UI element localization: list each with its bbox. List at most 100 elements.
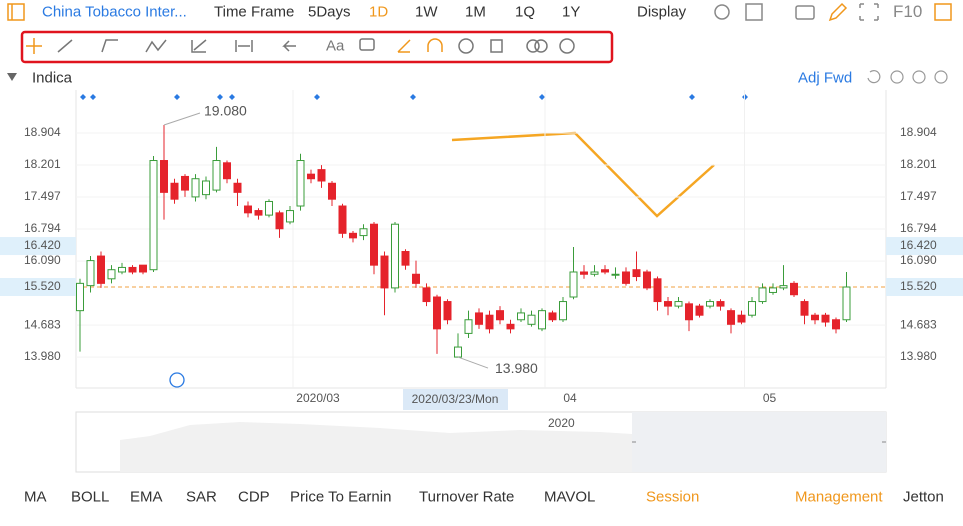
crosshair-price-label: 16.420 [900,238,937,252]
adjust-mode[interactable]: Adj Fwd [798,69,853,87]
chart-controls [867,70,948,84]
candle-body [212,160,221,191]
camera-icon[interactable] [795,5,815,20]
checkbox[interactable] [745,3,763,21]
bottom-tab[interactable]: Turnover Rate [419,488,515,506]
period[interactable]: 1M [465,3,486,21]
crosshair-date-label: 2020/03/23/Mon [412,392,499,406]
candle-body [821,314,830,323]
toolbar-settings[interactable] [559,38,575,54]
candle-body [569,271,578,298]
bottom-tab[interactable]: MA [24,488,47,506]
candle-body [296,160,305,207]
candle-body [370,223,378,266]
last-price-box [0,277,76,296]
bottom-tab[interactable]: EMA [130,488,163,506]
line-tool[interactable] [57,39,73,53]
channel-tool[interactable] [101,39,118,53]
candle-body [254,210,263,216]
panel-icon[interactable] [7,3,25,21]
compare-a[interactable] [526,39,540,53]
ruler-tool[interactable] [397,39,411,53]
magnet-tool[interactable] [427,38,443,52]
user-drawing[interactable] [451,131,715,218]
y-tick-label-left: 14.683 [24,317,61,331]
hide-tool[interactable] [458,38,474,54]
candle-body [496,310,504,321]
collapse-arrow[interactable] [7,73,17,81]
bottom-tab[interactable]: MAVOL [544,488,596,506]
y-tick-label-right: 18.904 [900,125,937,139]
period[interactable]: 1D [369,3,389,21]
candle-body [265,200,273,216]
candle-body [317,169,326,182]
indicator-label[interactable]: Indica [32,69,73,87]
bottom-tab[interactable]: Price To Earnin [290,488,392,506]
candle-body [559,301,567,321]
candle-body [737,314,746,323]
period[interactable]: 5Days [308,3,351,21]
candle-body [307,173,315,180]
display-menu[interactable]: Display [637,3,687,21]
bottom-tab[interactable]: SAR [186,488,217,506]
candle-body [454,346,462,358]
fib-tool[interactable] [191,39,207,53]
text-tool[interactable]: Aa [326,37,345,55]
bottom-tab[interactable]: Session [646,488,700,506]
fullscreen-icon[interactable] [859,3,879,21]
candle-body [685,303,693,321]
period[interactable]: 1Y [562,3,581,21]
candle-body [748,301,756,316]
bottom-tab[interactable]: Jetton [903,488,944,506]
candle-body [706,301,714,307]
candle-body [622,271,630,284]
zoom-in[interactable] [912,70,926,84]
chart-settings[interactable] [934,70,948,84]
candle-body [475,312,483,325]
candle-body [664,301,672,307]
period[interactable]: 1W [415,3,438,21]
zoom-out[interactable] [890,70,904,84]
event-marker[interactable] [80,94,748,100]
reset[interactable] [867,70,881,84]
candle-body [842,286,851,321]
candle-body [506,323,515,330]
candle-body [800,301,809,316]
last-price-label: 15.520 [900,279,937,293]
panel-icon-right[interactable] [934,3,952,21]
settings-icon[interactable] [714,4,730,20]
candle-body [401,251,410,266]
move-tool[interactable] [26,38,42,54]
candle-body [464,319,473,334]
candle-body [380,255,389,289]
bottom-tab[interactable]: CDP [238,488,270,506]
range-tool[interactable] [235,40,253,52]
y-tick-label-left: 18.201 [24,157,61,171]
candle-body [632,269,641,278]
crosshair-date-box [403,389,508,410]
e-marker[interactable] [169,372,185,388]
f10[interactable]: F10 [893,2,923,21]
pencil-icon[interactable] [828,2,848,22]
pattern-tool[interactable] [145,39,167,53]
compare-b[interactable] [534,39,548,53]
arrow-tool[interactable] [282,40,296,52]
crosshair-price-label: 16.420 [24,238,61,252]
candle-body [695,305,704,316]
delete-tool[interactable] [490,39,503,53]
y-tick-label-left: 18.904 [24,125,61,139]
candle-body [716,301,725,307]
y-tick-label-right: 16.090 [900,253,937,267]
candle-body [139,264,147,273]
candle-body [727,310,735,325]
candle-body [412,273,420,284]
candle-body [517,312,525,321]
bottom-tab[interactable]: Management [795,488,883,506]
stock-name[interactable]: China Tobacco Inter... [42,3,187,21]
period[interactable]: 1Q [515,3,536,21]
bottom-tab[interactable]: BOLL [71,488,110,506]
candle-body [349,232,357,239]
navigator-window[interactable] [632,412,886,472]
note-tool[interactable] [359,38,375,51]
candle-body [643,271,651,289]
